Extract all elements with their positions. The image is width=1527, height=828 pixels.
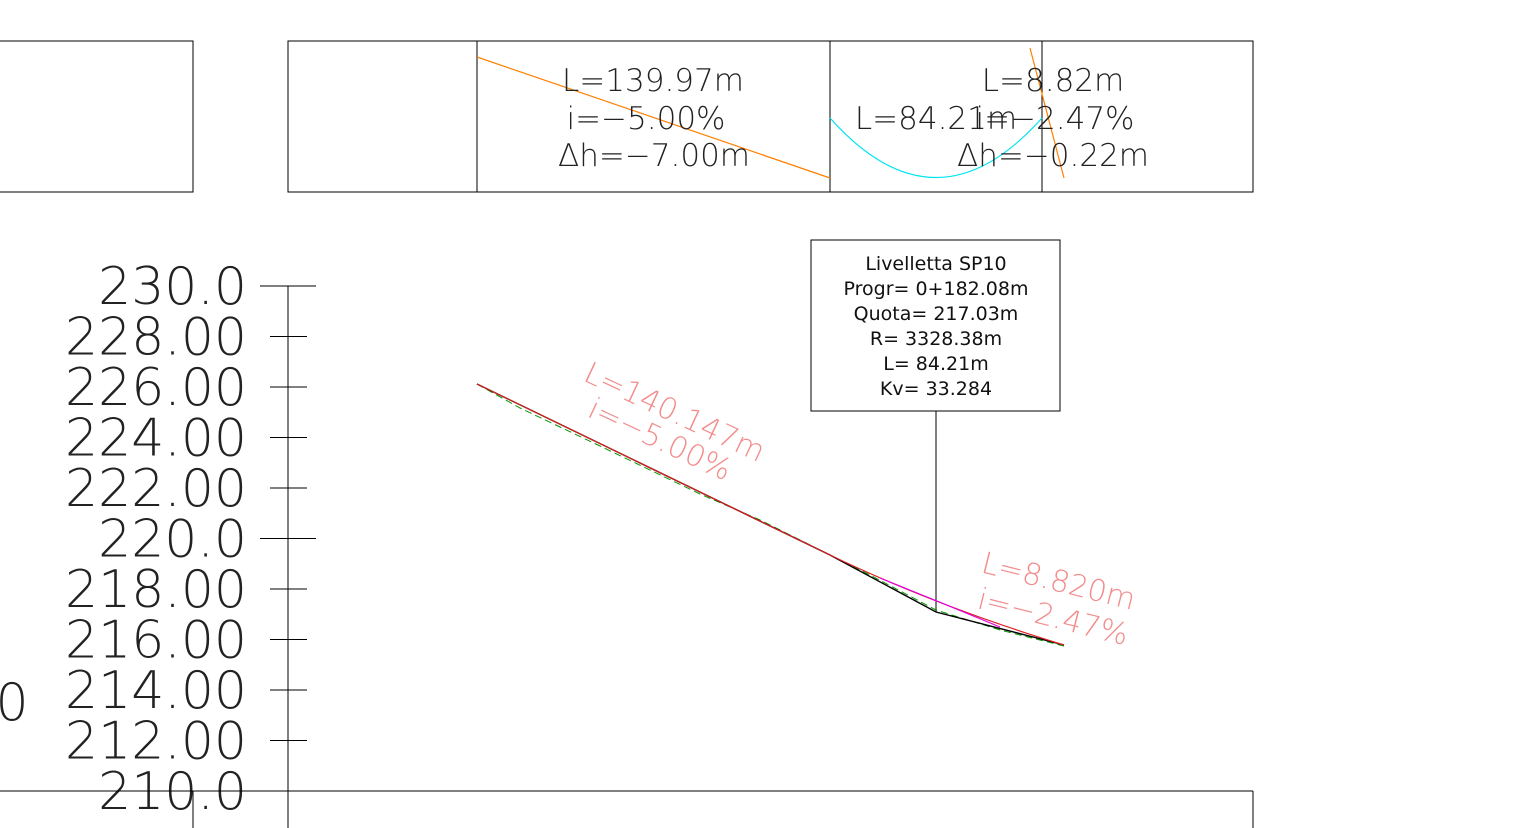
profile-lines: [476, 383, 1065, 647]
axis-tick-label: 224.00: [65, 409, 247, 469]
segment1-delta-h: Δh=−7.00m: [558, 138, 750, 174]
left-band-cell: [0, 40, 194, 193]
callout-radius: R= 3328.38m: [870, 328, 1002, 350]
grade-line-segment2: [1029, 47, 1065, 179]
callout-quota: Quota= 217.03m: [854, 303, 1019, 325]
callout-title: Livelletta SP10: [865, 253, 1006, 275]
segment2-delta-h: Δh=−0.22m: [957, 138, 1149, 174]
axis-tick-label: 212.00: [65, 712, 247, 772]
band-texts: L=139.97m i=−5.00% Δh=−7.00m L=84.21m L=…: [558, 63, 1149, 174]
callout-progr: Progr= 0+182.08m: [844, 278, 1029, 300]
vertical-curve-length: L=84.21m: [855, 101, 1017, 137]
grade-line-segment1: [476, 56, 831, 179]
vertical-curve-symbol: [829, 117, 1043, 178]
callout-kv: Kv= 33.284: [880, 378, 992, 400]
axis-tick-label: 230.0: [98, 257, 247, 317]
axis-tick-label: 218.00: [65, 560, 247, 620]
segment1-grade: i=−5.00%: [566, 101, 725, 137]
axis-ticks: 230.0228.00226.00224.00222.00220.0218.00…: [65, 257, 316, 822]
segment2-length: L=8.82m: [982, 63, 1124, 99]
segment2-grade: i=−2.47%: [975, 101, 1134, 137]
right-band-frame: [287, 40, 1254, 193]
axis-tick-label: 216.00: [65, 611, 247, 671]
axis-tick-label: 222.00: [65, 459, 247, 519]
bottom-frame: [0, 790, 1254, 828]
axis-tick-label: 220.0: [98, 510, 247, 570]
axis-tick-label: 210.0: [98, 762, 247, 822]
vertical-curve-callout: Livelletta SP10 Progr= 0+182.08m Quota= …: [810, 239, 1061, 612]
axis-fragment-label: 0: [0, 673, 29, 733]
axis-tick-label: 214.00: [65, 661, 247, 721]
callout-length: L= 84.21m: [883, 353, 988, 375]
vertical-curve-line: [879, 577, 1001, 628]
callout-box: [810, 239, 1061, 412]
top-band-table: [0, 40, 1254, 193]
elevation-axis: 230.0228.00226.00224.00222.00220.0218.00…: [0, 257, 316, 828]
callout-texts: Livelletta SP10 Progr= 0+182.08m Quota= …: [844, 253, 1029, 400]
segment1-length: L=139.97m: [562, 63, 744, 99]
axis-tick-label: 226.00: [65, 358, 247, 418]
axis-tick-label: 228.00: [65, 308, 247, 368]
